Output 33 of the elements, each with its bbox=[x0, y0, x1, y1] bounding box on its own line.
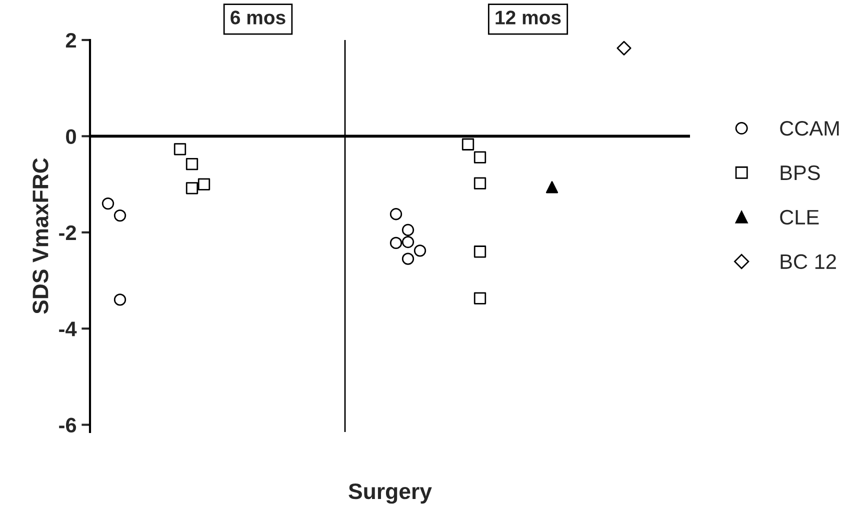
point bbox=[102, 197, 114, 210]
point bbox=[174, 143, 186, 156]
point bbox=[474, 246, 486, 258]
y-tick-label: -6 bbox=[59, 418, 76, 433]
y-axis-title: SDS VmaxFRC bbox=[32, 158, 48, 314]
point bbox=[616, 40, 632, 56]
point bbox=[198, 178, 210, 190]
point bbox=[402, 224, 414, 236]
point bbox=[474, 292, 486, 304]
point bbox=[114, 209, 126, 222]
point bbox=[390, 236, 402, 250]
point bbox=[390, 208, 402, 220]
point bbox=[474, 151, 486, 164]
point bbox=[402, 236, 414, 248]
text: 12 mos bbox=[496, 10, 561, 24]
point bbox=[462, 138, 474, 150]
point bbox=[474, 177, 486, 190]
y-tick-label: -4 bbox=[59, 322, 77, 336]
point bbox=[186, 182, 198, 194]
y-tick-label: 0 bbox=[66, 129, 76, 144]
y-tick-label: 2 bbox=[66, 33, 76, 48]
legend-label: BC 12 bbox=[780, 254, 836, 270]
legend-label: BPS bbox=[780, 165, 820, 180]
legend-label: CLE bbox=[780, 210, 819, 225]
y-tick-label: -2 bbox=[59, 225, 76, 240]
point bbox=[114, 294, 126, 306]
point bbox=[402, 252, 414, 265]
point bbox=[186, 158, 198, 170]
point bbox=[414, 244, 426, 257]
x-axis-title: Surgery bbox=[348, 483, 432, 504]
text: 6 mos bbox=[230, 10, 286, 24]
point bbox=[546, 181, 558, 194]
legend-label: CCAM bbox=[780, 121, 839, 136]
